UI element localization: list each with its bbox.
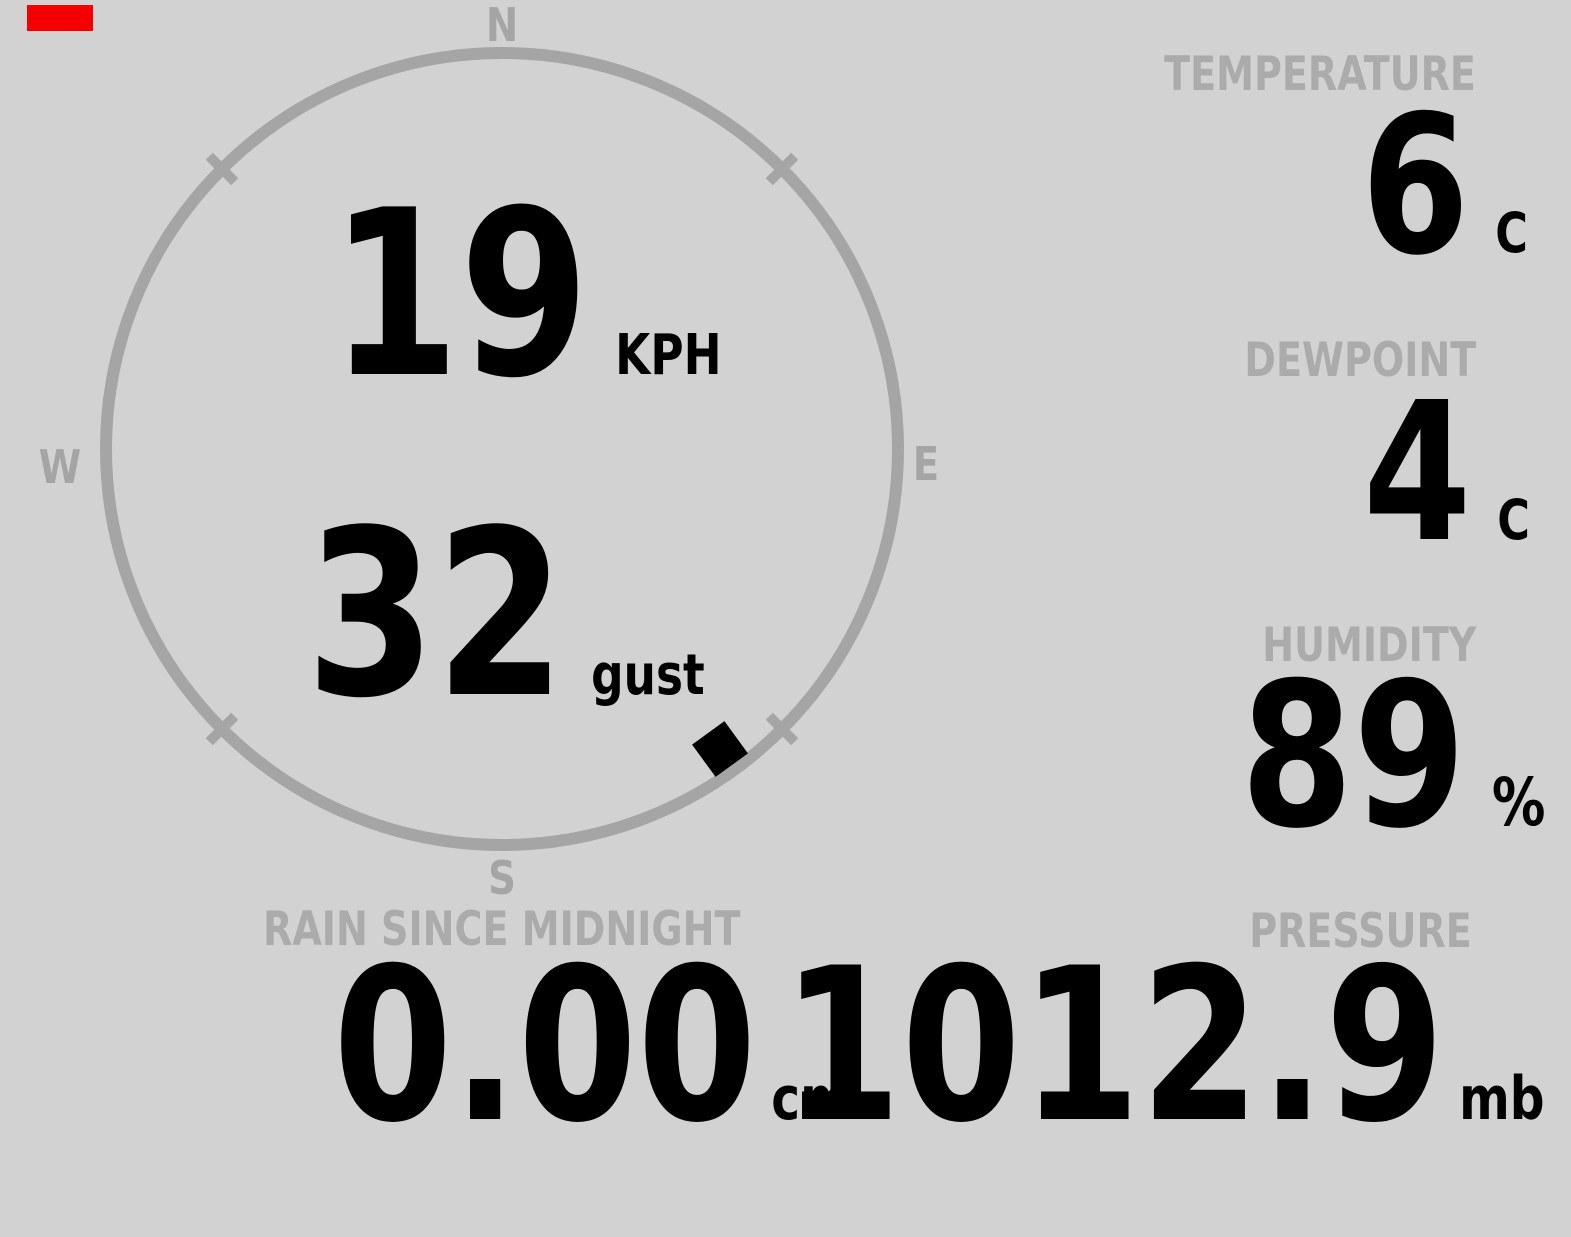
temperature-value: 6 — [1361, 75, 1470, 298]
wind-gust-value: 32 — [306, 482, 566, 749]
wind-speed: 19 KPH — [330, 181, 722, 411]
humidity-unit: % — [1491, 764, 1545, 841]
temperature-reading: 6 C — [1361, 91, 1528, 283]
wind-gust: 32 gust — [306, 501, 705, 731]
temperature-unit: C — [1495, 201, 1528, 265]
humidity-label: HUMIDITY — [1261, 618, 1476, 673]
rain-label: RAIN SINCE MIDNIGHT — [263, 902, 741, 957]
compass-label-west: W — [38, 440, 82, 494]
pressure-reading: 1012.9 mb — [782, 940, 1545, 1152]
pressure-value: 1012.9 — [782, 922, 1445, 1169]
rain-value: 0.00 — [333, 922, 757, 1169]
rain-unit: cm — [771, 1064, 851, 1134]
red-status-indicator — [27, 5, 93, 31]
pressure-label: PRESSURE — [1249, 904, 1472, 959]
wind-speed-unit: KPH — [615, 323, 722, 388]
dewpoint-value: 4 — [1363, 362, 1472, 585]
temperature-label: TEMPERATURE — [1164, 47, 1476, 102]
dewpoint-reading: 4 C — [1363, 378, 1530, 570]
compass-label-east: E — [912, 437, 940, 491]
humidity-reading: 89 % — [1240, 657, 1545, 857]
humidity-value: 89 — [1240, 640, 1466, 873]
wind-gust-label: gust — [591, 643, 705, 708]
dewpoint-label: DEWPOINT — [1244, 333, 1476, 388]
dewpoint-unit: C — [1497, 488, 1530, 552]
compass-label-south: S — [488, 851, 516, 905]
wind-speed-value: 19 — [330, 162, 590, 429]
compass-label-north: N — [485, 0, 519, 52]
rain-reading: 0.00 cm — [333, 940, 851, 1152]
pressure-unit: mb — [1459, 1064, 1545, 1134]
